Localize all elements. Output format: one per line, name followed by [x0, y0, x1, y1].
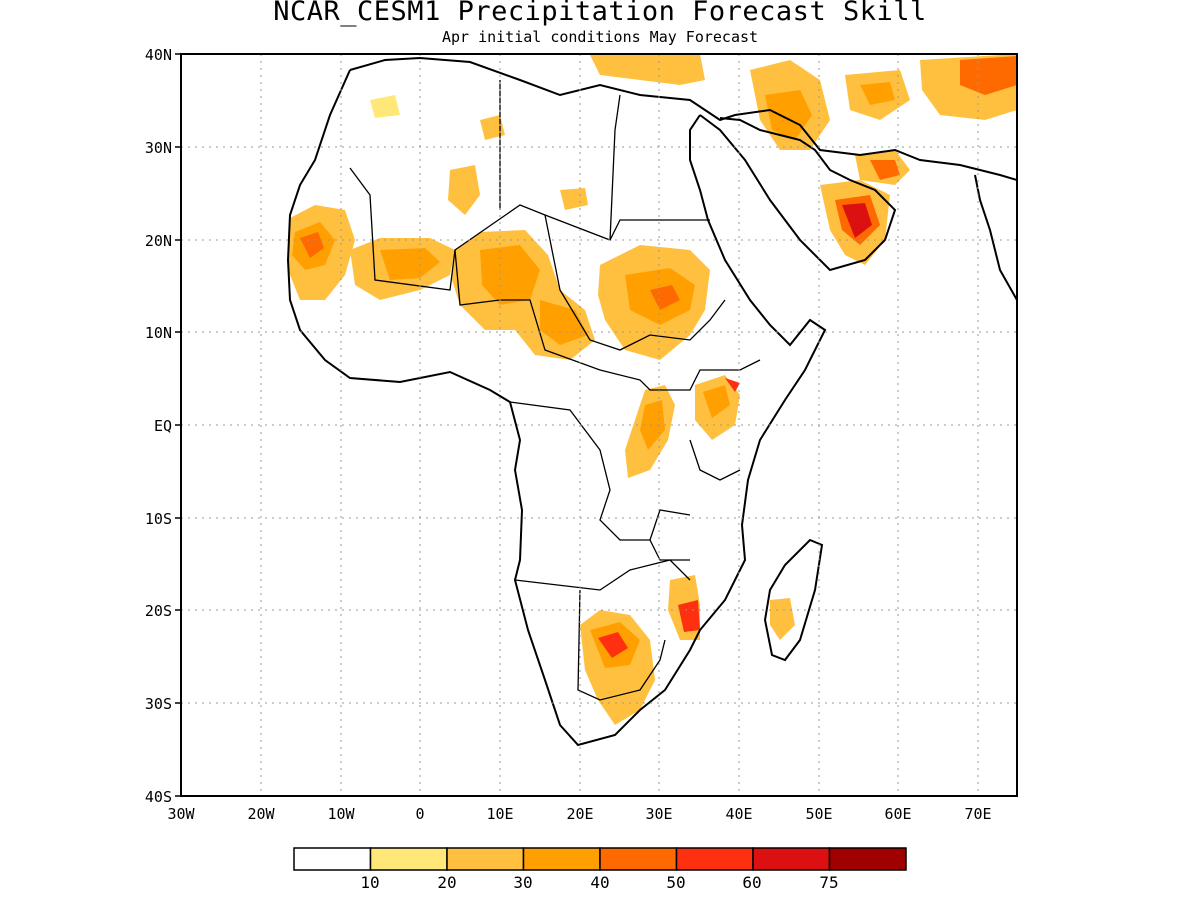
skill-shading	[288, 54, 1017, 725]
colorbar-label: 10	[360, 873, 379, 892]
colorbar: 10 20 30 40 50 60 75	[293, 847, 907, 892]
lon-label: 50E	[805, 805, 832, 823]
gridlines	[181, 54, 1017, 796]
lat-labels: 40N 30N 20N 10N EQ 10S 20S 30S 40S	[145, 46, 172, 806]
lat-label: 40N	[145, 46, 172, 64]
lon-label: 30E	[645, 805, 672, 823]
colorbar-swatch	[522, 847, 601, 871]
lon-label: 40E	[725, 805, 752, 823]
lat-label: 30S	[145, 695, 172, 713]
lat-label: 20S	[145, 602, 172, 620]
country-borders	[349, 80, 761, 701]
colorbar-label: 30	[513, 873, 532, 892]
tick-marks	[175, 53, 181, 797]
colorbar-label: 50	[666, 873, 685, 892]
lat-label: 10S	[145, 510, 172, 528]
lat-label: 30N	[145, 139, 172, 157]
colorbar-label: 20	[437, 873, 456, 892]
map-title: NCAR_CESM1 Precipitation Forecast Skill	[273, 0, 927, 27]
lat-label: 40S	[145, 788, 172, 806]
colorbar-labels: 10 20 30 40 50 60 75	[360, 873, 838, 892]
lon-labels: 30W 20W 10W 0 10E 20E 30E 40E 50E 60E 70…	[167, 805, 991, 823]
lat-label: EQ	[154, 417, 172, 435]
lon-label: 0	[415, 805, 424, 823]
lat-label: 10N	[145, 324, 172, 342]
lon-label: 70E	[964, 805, 991, 823]
colorbar-swatch	[293, 847, 372, 871]
lon-label: 30W	[167, 805, 195, 823]
colorbar-label: 75	[819, 873, 838, 892]
map-subtitle: Apr initial conditions May Forecast	[441, 28, 759, 46]
colorbar-swatch	[446, 847, 525, 871]
lon-label: 20E	[566, 805, 593, 823]
lon-label: 60E	[884, 805, 911, 823]
lon-label: 20W	[247, 805, 275, 823]
lon-label: 10E	[486, 805, 513, 823]
map-content	[286, 54, 1017, 747]
colorbar-label: 60	[742, 873, 761, 892]
lat-label: 20N	[145, 232, 172, 250]
colorbar-label: 40	[590, 873, 609, 892]
colorbar-swatch	[599, 847, 678, 871]
colorbar-swatch	[675, 847, 754, 871]
coastlines	[286, 56, 1017, 747]
colorbar-boxes	[293, 847, 907, 871]
colorbar-swatch	[828, 847, 907, 871]
lon-label: 10W	[327, 805, 355, 823]
colorbar-swatch	[369, 847, 448, 871]
colorbar-swatch	[752, 847, 831, 871]
